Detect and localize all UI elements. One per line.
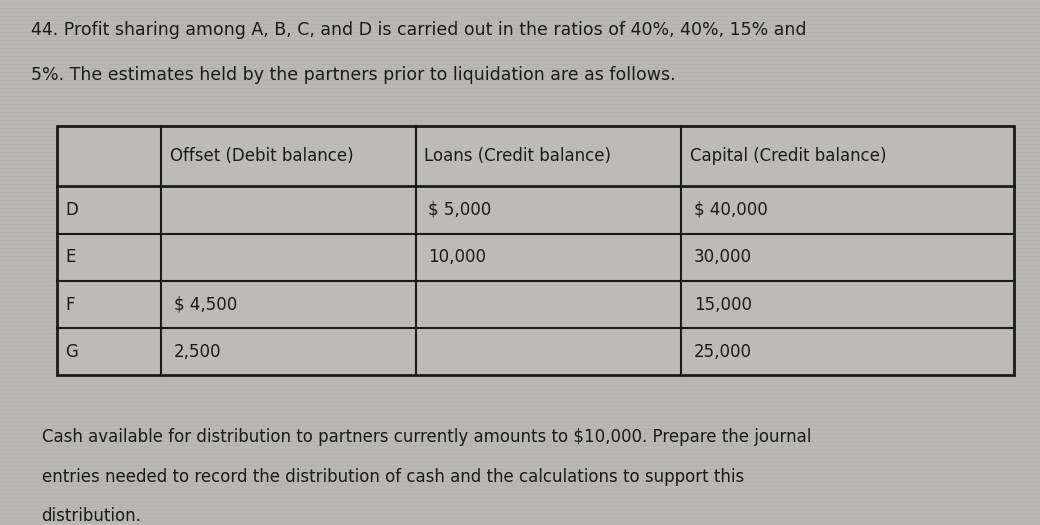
Text: 25,000: 25,000 xyxy=(694,343,752,361)
Text: F: F xyxy=(66,296,75,313)
Text: G: G xyxy=(66,343,78,361)
Text: 10,000: 10,000 xyxy=(428,248,487,266)
Text: 15,000: 15,000 xyxy=(694,296,752,313)
Text: $ 40,000: $ 40,000 xyxy=(694,201,768,219)
Text: Loans (Credit balance): Loans (Credit balance) xyxy=(424,147,612,165)
Text: entries needed to record the distribution of cash and the calculations to suppor: entries needed to record the distributio… xyxy=(42,468,744,486)
Bar xyxy=(57,126,1014,375)
Text: 2,500: 2,500 xyxy=(174,343,222,361)
Text: $ 5,000: $ 5,000 xyxy=(428,201,492,219)
Text: 44. Profit sharing among A, B, C, and D is carried out in the ratios of 40%, 40%: 44. Profit sharing among A, B, C, and D … xyxy=(31,21,807,39)
Text: 5%. The estimates held by the partners prior to liquidation are as follows.: 5%. The estimates held by the partners p… xyxy=(31,66,676,83)
Text: Capital (Credit balance): Capital (Credit balance) xyxy=(690,147,886,165)
Text: E: E xyxy=(66,248,76,266)
Text: Offset (Debit balance): Offset (Debit balance) xyxy=(170,147,354,165)
Bar xyxy=(57,126,1014,375)
Text: $ 4,500: $ 4,500 xyxy=(174,296,237,313)
Text: 30,000: 30,000 xyxy=(694,248,752,266)
Text: D: D xyxy=(66,201,78,219)
Text: distribution.: distribution. xyxy=(42,507,141,524)
Text: Cash available for distribution to partners currently amounts to $10,000. Prepar: Cash available for distribution to partn… xyxy=(42,428,811,446)
